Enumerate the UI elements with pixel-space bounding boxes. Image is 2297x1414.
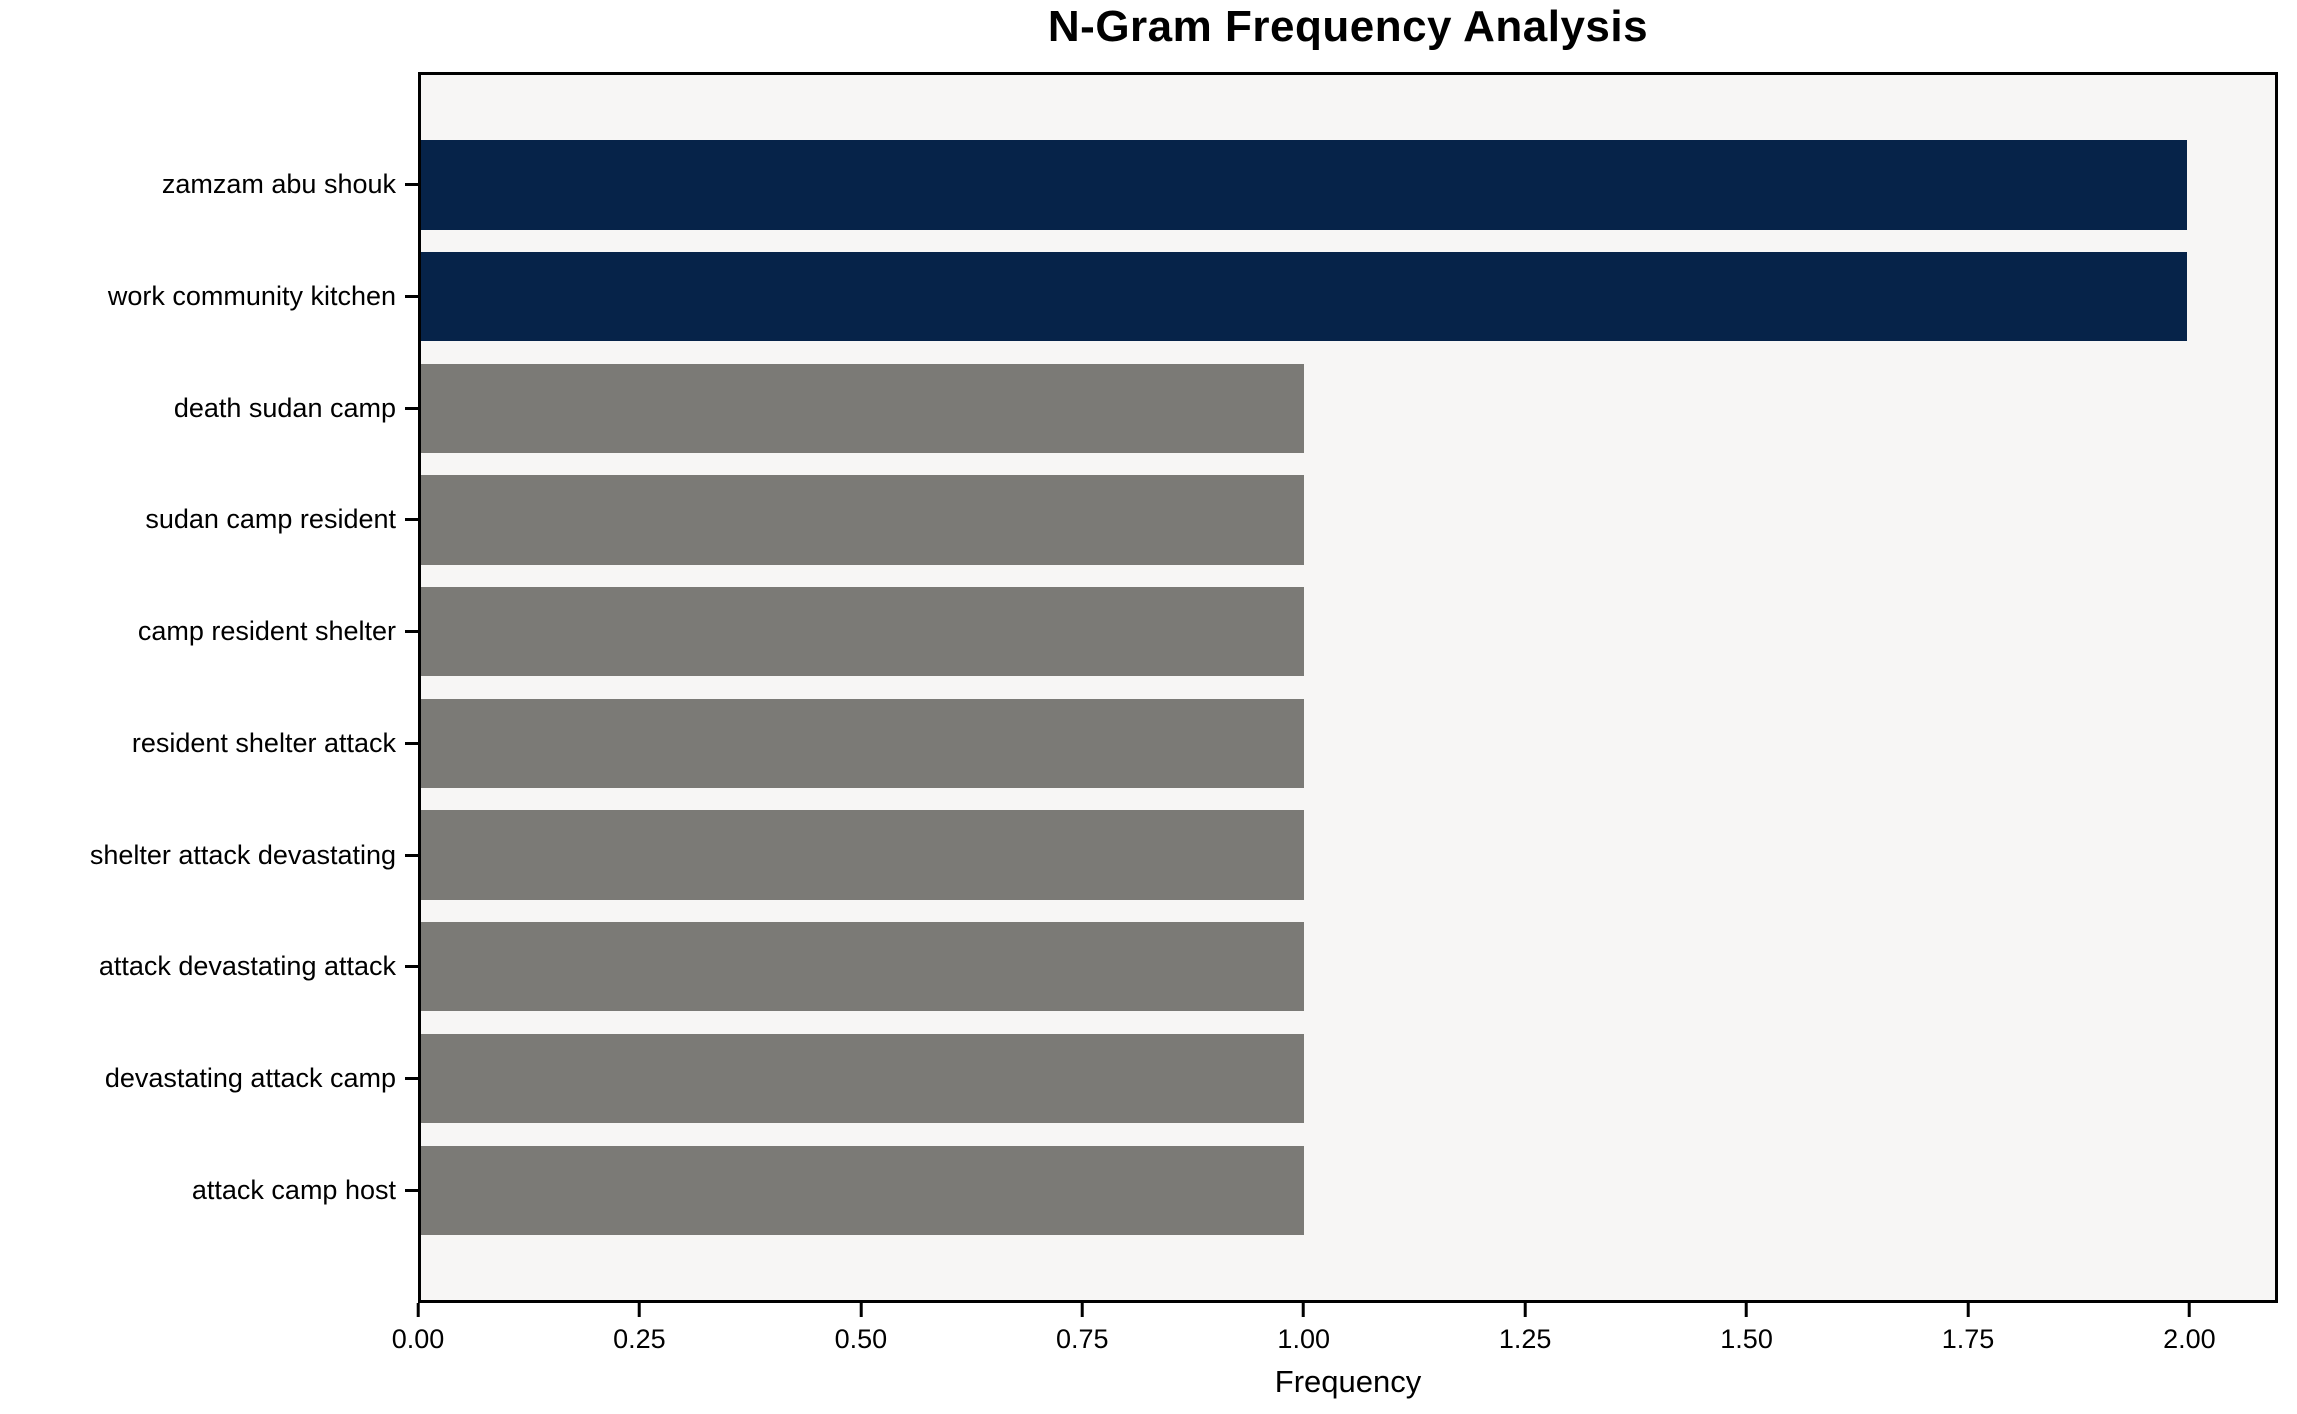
y-tick-mark bbox=[405, 853, 418, 857]
bar-row bbox=[421, 464, 2275, 576]
y-tick-label: attack devastating attack bbox=[98, 951, 396, 982]
x-tick-label: 2.00 bbox=[2163, 1324, 2216, 1354]
x-tick-mark bbox=[2187, 1303, 2191, 1317]
x-tick-label: 0.75 bbox=[1056, 1324, 1109, 1354]
x-tick-mark bbox=[1080, 1303, 1084, 1317]
bar-camp-resident-shelter bbox=[421, 586, 1304, 677]
x-axis: 0.00 0.25 0.50 0.75 1.00 1.25 1.50 1.75 2.00 bbox=[392, 1303, 2278, 1373]
y-tick-label: resident shelter attack bbox=[131, 727, 396, 758]
bar-attack-devastating-attack bbox=[421, 922, 1304, 1012]
y-tick-row: attack devastating attack bbox=[0, 911, 418, 1023]
y-tick-row: zamzam abu shouk bbox=[0, 129, 418, 241]
y-tick-mark bbox=[405, 295, 418, 299]
y-tick-label: shelter attack devastating bbox=[89, 839, 396, 870]
y-tick-row: devastating attack camp bbox=[0, 1023, 418, 1135]
y-tick-row: attack camp host bbox=[0, 1134, 418, 1246]
x-tick-mark bbox=[1302, 1303, 1306, 1317]
bar-row bbox=[421, 688, 2275, 800]
x-tick-label: 0.50 bbox=[834, 1324, 888, 1354]
x-tick-label: 0.00 bbox=[391, 1324, 445, 1354]
chart-title: N-Gram Frequency Analysis bbox=[1047, 2, 1649, 51]
y-tick-label: attack camp host bbox=[191, 1174, 396, 1205]
y-tick-mark bbox=[405, 1076, 418, 1080]
bar-row bbox=[421, 352, 2275, 464]
bar-sudan-camp-resident bbox=[421, 475, 1304, 565]
x-tick: 2.00 bbox=[2163, 1303, 2216, 1355]
bar-devastating-attack-camp bbox=[421, 1033, 1304, 1124]
y-tick-label: death sudan camp bbox=[173, 392, 396, 423]
x-tick: 1.25 bbox=[1498, 1303, 1552, 1355]
bar-row bbox=[421, 129, 2275, 241]
y-tick-row: work community kitchen bbox=[0, 241, 418, 353]
bar-zamzam-abu-shouk bbox=[421, 140, 2187, 230]
bar-row bbox=[421, 911, 2275, 1023]
x-tick-label: 1.25 bbox=[1498, 1324, 1552, 1354]
x-tick-mark bbox=[1523, 1303, 1527, 1317]
y-tick-label: camp resident shelter bbox=[137, 616, 396, 647]
bar-row bbox=[421, 576, 2275, 688]
x-tick-mark bbox=[859, 1303, 863, 1317]
y-tick-mark bbox=[405, 406, 418, 410]
x-tick: 0.75 bbox=[1056, 1303, 1109, 1355]
bars bbox=[421, 75, 2275, 1300]
x-tick-label: 1.50 bbox=[1720, 1324, 1773, 1354]
bar-work-community-kitchen bbox=[421, 251, 2187, 342]
x-tick-label: 0.25 bbox=[613, 1324, 666, 1354]
x-tick: 1.50 bbox=[1720, 1303, 1773, 1355]
y-tick-mark bbox=[405, 630, 418, 634]
y-tick-row: camp resident shelter bbox=[0, 576, 418, 688]
x-axis-title: Frequency bbox=[1274, 1364, 1422, 1399]
x-tick-mark bbox=[416, 1303, 420, 1317]
y-tick-row: death sudan camp bbox=[0, 352, 418, 464]
bar-row bbox=[421, 241, 2275, 353]
bar-row bbox=[421, 799, 2275, 911]
x-tick-mark bbox=[1745, 1303, 1749, 1317]
x-tick-label: 1.00 bbox=[1277, 1324, 1330, 1354]
y-tick-label: work community kitchen bbox=[107, 281, 396, 312]
bar-attack-camp-host bbox=[421, 1145, 1304, 1235]
y-tick-mark bbox=[405, 741, 418, 745]
y-tick-row: resident shelter attack bbox=[0, 688, 418, 800]
y-tick-row: shelter attack devastating bbox=[0, 799, 418, 911]
x-tick-mark bbox=[1966, 1303, 1970, 1317]
y-axis-labels: zamzam abu shouk work community kitchen de… bbox=[0, 72, 418, 1303]
x-tick-label: 1.75 bbox=[1941, 1324, 1995, 1354]
bar-death-sudan-camp bbox=[421, 363, 1304, 453]
bar-row bbox=[421, 1023, 2275, 1135]
x-tick-mark bbox=[637, 1303, 641, 1317]
bar-shelter-attack-devastating bbox=[421, 810, 1304, 900]
y-tick-mark bbox=[405, 183, 418, 187]
plot-area bbox=[418, 72, 2278, 1303]
x-tick: 0.50 bbox=[834, 1303, 888, 1355]
x-tick: 1.00 bbox=[1277, 1303, 1330, 1355]
y-tick-label: sudan camp resident bbox=[145, 504, 396, 535]
y-tick-label: devastating attack camp bbox=[104, 1062, 396, 1093]
x-tick: 0.00 bbox=[391, 1303, 445, 1355]
y-tick-label: zamzam abu shouk bbox=[161, 169, 396, 200]
bar-row bbox=[421, 1134, 2275, 1246]
y-tick-mark bbox=[405, 518, 418, 522]
x-tick: 1.75 bbox=[1941, 1303, 1995, 1355]
bar-resident-shelter-attack bbox=[421, 698, 1304, 789]
y-tick-row: sudan camp resident bbox=[0, 464, 418, 576]
x-tick: 0.25 bbox=[613, 1303, 666, 1355]
y-tick-mark bbox=[405, 965, 418, 969]
y-tick-mark bbox=[405, 1188, 418, 1192]
